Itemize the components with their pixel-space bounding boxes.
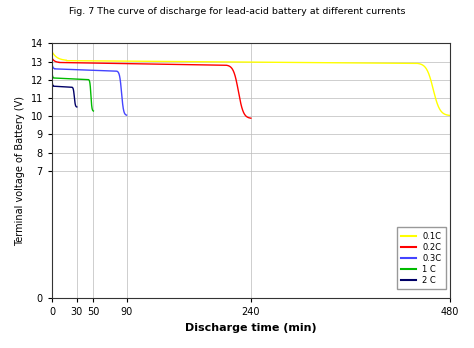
0.2C bbox=[49, 56, 55, 60]
X-axis label: Discharge time (min): Discharge time (min) bbox=[185, 323, 317, 333]
Y-axis label: Terminal voltage of Battery (V): Terminal voltage of Battery (V) bbox=[15, 96, 25, 246]
2 C bbox=[60, 85, 66, 89]
0.2C bbox=[64, 61, 70, 65]
0.3C bbox=[118, 78, 123, 82]
Text: Fig. 7 The curve of discharge for lead-acid battery at different currents: Fig. 7 The curve of discharge for lead-a… bbox=[69, 7, 405, 16]
0.3C bbox=[49, 62, 55, 66]
0.3C bbox=[55, 67, 60, 71]
0.1C bbox=[66, 58, 72, 63]
0.3C bbox=[124, 113, 129, 117]
1 C bbox=[91, 109, 96, 113]
2 C bbox=[60, 85, 66, 89]
1 C bbox=[90, 108, 95, 112]
0.1C bbox=[426, 72, 432, 76]
2 C bbox=[51, 84, 57, 88]
0.1C bbox=[447, 113, 453, 118]
1 C bbox=[51, 76, 56, 80]
2 C bbox=[50, 84, 56, 88]
1 C bbox=[52, 76, 58, 80]
Line: 2 C: 2 C bbox=[52, 79, 77, 107]
0.1C bbox=[442, 112, 447, 116]
1 C bbox=[69, 77, 75, 81]
0.3C bbox=[122, 112, 128, 116]
0.2C bbox=[57, 61, 63, 65]
Line: 0.1C: 0.1C bbox=[52, 52, 450, 116]
0.2C bbox=[144, 62, 149, 66]
0.3C bbox=[84, 68, 90, 72]
2 C bbox=[74, 105, 80, 109]
0.3C bbox=[52, 67, 58, 71]
0.2C bbox=[145, 62, 150, 66]
0.2C bbox=[244, 115, 250, 119]
Line: 0.2C: 0.2C bbox=[52, 58, 251, 118]
2 C bbox=[49, 77, 55, 81]
1 C bbox=[49, 70, 55, 74]
Legend: 0.1C, 0.2C, 0.3C, 1 C, 2 C: 0.1C, 0.2C, 0.3C, 1 C, 2 C bbox=[397, 228, 446, 289]
1 C bbox=[87, 84, 93, 88]
2 C bbox=[71, 89, 76, 93]
2 C bbox=[73, 104, 79, 109]
0.1C bbox=[49, 49, 55, 54]
0.1C bbox=[80, 59, 86, 63]
0.1C bbox=[247, 60, 253, 64]
0.3C bbox=[84, 68, 90, 72]
0.2C bbox=[232, 74, 238, 78]
0.2C bbox=[248, 116, 254, 120]
1 C bbox=[69, 77, 74, 81]
0.1C bbox=[249, 60, 255, 64]
Line: 1 C: 1 C bbox=[52, 72, 93, 111]
Line: 0.3C: 0.3C bbox=[52, 64, 127, 115]
